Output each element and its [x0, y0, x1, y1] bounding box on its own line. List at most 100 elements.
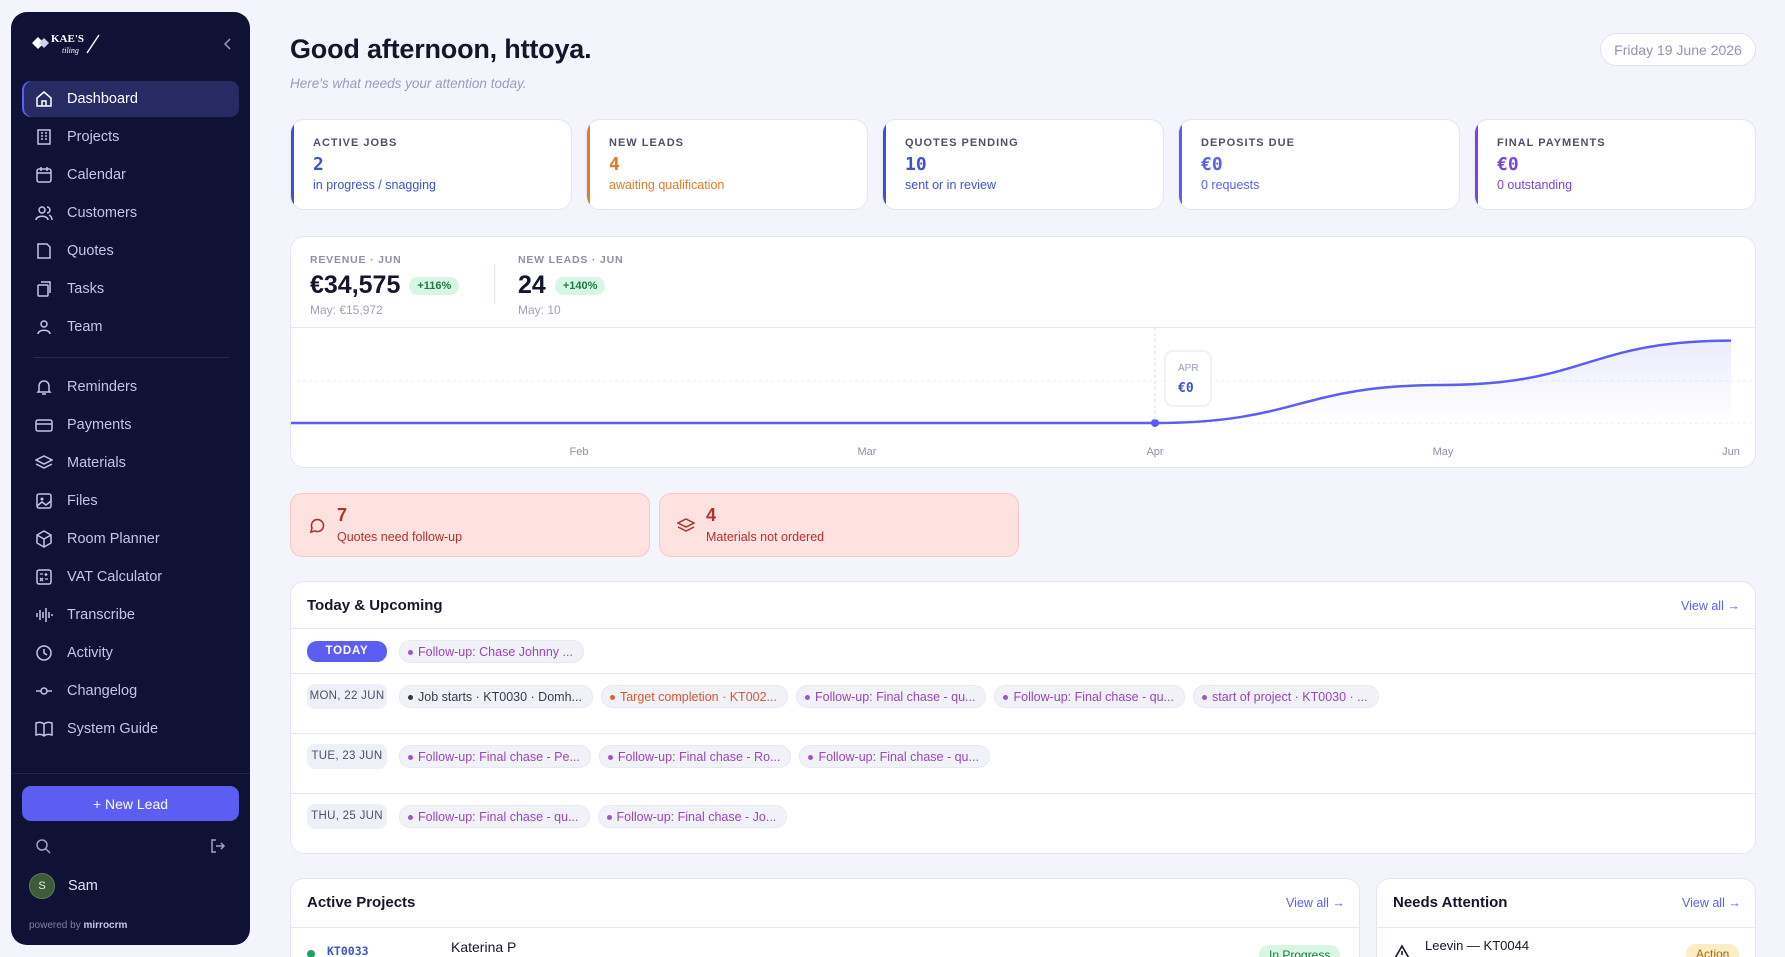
- logout-icon[interactable]: [207, 835, 229, 857]
- metric-divider: [494, 264, 495, 304]
- sidebar-item-label: Activity: [67, 645, 113, 661]
- revenue-chart-card: REVENUE · JUN €34,575 +116% May: €15,972…: [290, 236, 1756, 468]
- credit-card-icon: [35, 416, 53, 434]
- sidebar-item-reminders[interactable]: Reminders: [22, 369, 239, 405]
- list-item[interactable]: Leevin — KT0044 Action: [1377, 928, 1755, 957]
- stat-subtext: 0 outstanding: [1497, 178, 1573, 192]
- upcoming-row: THU, 25 JUN Follow-up: Final chase - qu..…: [291, 793, 1755, 853]
- event-chip[interactable]: Follow-up: Final chase - Pe...: [399, 745, 591, 768]
- event-chip[interactable]: Follow-up: Final chase - qu...: [399, 805, 590, 828]
- leads-metric: NEW LEADS · JUN 24 +140% May: 10: [518, 254, 623, 317]
- stat-card-final-payments[interactable]: FINAL PAYMENTS €0 0 outstanding: [1474, 119, 1756, 210]
- sidebar-item-calendar[interactable]: Calendar: [22, 157, 239, 193]
- stat-card-deposits-due[interactable]: DEPOSITS DUE €0 0 requests: [1178, 119, 1460, 210]
- table-row[interactable]: KT0033 Katerina P In Progress: [291, 928, 1359, 957]
- tooltip-box: [1164, 350, 1212, 407]
- calendar-icon: [35, 166, 53, 184]
- powered-by-brand: mirrocrm: [83, 920, 128, 931]
- stat-label: FINAL PAYMENTS: [1497, 137, 1606, 149]
- active-projects-card: Active Projects View all → KT0033 Kateri…: [290, 878, 1360, 957]
- sidebar-item-room-planner[interactable]: Room Planner: [22, 521, 239, 557]
- x-tick-label: Feb: [570, 446, 589, 458]
- sidebar-item-files[interactable]: Files: [22, 483, 239, 519]
- needs-attention-view-all-link[interactable]: View all →: [1682, 896, 1741, 910]
- user-name: Sam: [68, 878, 98, 894]
- card-divider: [1377, 927, 1755, 928]
- event-chip[interactable]: Follow-up: Final chase - Ro...: [598, 745, 792, 768]
- stat-label: QUOTES PENDING: [905, 137, 1019, 149]
- revenue-change-badge: +116%: [409, 276, 460, 295]
- sidebar-item-changelog[interactable]: Changelog: [22, 673, 239, 709]
- status-dot: [307, 950, 315, 957]
- sidebar-item-vat-calculator[interactable]: VAT Calculator: [22, 559, 239, 595]
- layers-icon: [676, 517, 697, 537]
- user-profile[interactable]: S Sam: [29, 873, 98, 899]
- event-chip[interactable]: Follow-up: Final chase - qu...: [795, 685, 987, 708]
- collapse-sidebar-button[interactable]: [216, 32, 240, 56]
- brand-logo[interactable]: KAE'S tiling: [29, 28, 103, 58]
- sidebar-item-transcribe[interactable]: Transcribe: [22, 597, 239, 633]
- sidebar-item-system-guide[interactable]: System Guide: [22, 711, 239, 747]
- stat-value: €0: [1201, 154, 1223, 175]
- active-projects-view-all-link[interactable]: View all →: [1286, 896, 1345, 910]
- sidebar-item-dashboard[interactable]: Dashboard: [22, 81, 239, 117]
- date-badge: Friday 19 June 2026: [1600, 33, 1756, 66]
- stat-label: DEPOSITS DUE: [1201, 137, 1295, 149]
- cube-icon: [35, 530, 53, 548]
- upcoming-view-all-link[interactable]: View all →: [1681, 599, 1740, 613]
- powered-by: powered by mirrocrm: [29, 920, 127, 931]
- page-subtitle: Here's what needs your attention today.: [290, 76, 527, 91]
- stat-value: €0: [1497, 154, 1519, 175]
- home-icon: [35, 90, 53, 108]
- event-chip[interactable]: Follow-up: Chase Johnny ...: [399, 640, 584, 663]
- event-chip[interactable]: Job starts · KT0030 · Domh...: [399, 685, 593, 708]
- data-point-apr[interactable]: [1151, 419, 1159, 427]
- stat-value: 10: [905, 154, 927, 175]
- tooltip-value: €0: [1178, 381, 1194, 396]
- bell-icon: [35, 378, 53, 396]
- event-chip[interactable]: Target completion · KT002...: [600, 685, 788, 708]
- sidebar-item-label: System Guide: [67, 721, 159, 737]
- sidebar-item-projects[interactable]: Projects: [22, 119, 239, 155]
- sidebar-item-label: Calendar: [67, 167, 126, 183]
- stat-subtext: in progress / snagging: [313, 178, 436, 192]
- revenue-area: [291, 340, 1731, 423]
- sidebar-item-activity[interactable]: Activity: [22, 635, 239, 671]
- sidebar-item-label: Materials: [67, 455, 126, 471]
- needs-attention-title: Needs Attention: [1393, 894, 1508, 911]
- event-chip[interactable]: Follow-up: Final chase - Jo...: [597, 805, 788, 828]
- new-lead-button[interactable]: + New Lead: [22, 786, 239, 821]
- sidebar-item-team[interactable]: Team: [22, 309, 239, 345]
- team-icon: [35, 318, 53, 336]
- x-tick-label: Mar: [858, 446, 877, 458]
- revenue-area-chart[interactable]: APR €0 Feb Mar Apr May Jun: [291, 327, 1756, 468]
- sidebar-item-tasks[interactable]: Tasks: [22, 271, 239, 307]
- alert-card-quotes-need-follow-up[interactable]: 7 Quotes need follow-up: [290, 493, 650, 557]
- sidebar: KAE'S tiling Dashboard Projects Calendar Cu…: [11, 12, 250, 945]
- leads-change-badge: +140%: [554, 276, 606, 295]
- svg-text:tiling: tiling: [62, 46, 79, 55]
- stat-card-new-leads[interactable]: NEW LEADS 4 awaiting qualification: [586, 119, 868, 210]
- stat-card-quotes-pending[interactable]: QUOTES PENDING 10 sent or in review: [882, 119, 1164, 210]
- sidebar-item-label: Team: [67, 319, 103, 335]
- search-icon[interactable]: [32, 835, 54, 857]
- avatar: S: [29, 873, 55, 899]
- sidebar-item-materials[interactable]: Materials: [22, 445, 239, 481]
- today-badge: TODAY: [307, 641, 387, 662]
- leads-label: NEW LEADS · JUN: [518, 254, 624, 266]
- sidebar-item-label: VAT Calculator: [67, 569, 163, 585]
- stat-card-active-jobs[interactable]: ACTIVE JOBS 2 in progress / snagging: [290, 119, 572, 210]
- sidebar-item-label: Quotes: [67, 243, 114, 259]
- sidebar-item-payments[interactable]: Payments: [22, 407, 239, 443]
- stat-label: ACTIVE JOBS: [313, 137, 398, 149]
- event-chip[interactable]: Follow-up: Final chase - qu...: [994, 685, 1185, 708]
- event-chip[interactable]: start of project · KT0030 · ...: [1192, 685, 1379, 708]
- event-chip[interactable]: Follow-up: Final chase - qu...: [799, 745, 990, 768]
- building-icon: [35, 128, 53, 146]
- sidebar-item-quotes[interactable]: Quotes: [22, 233, 239, 269]
- waveform-icon: [35, 606, 53, 624]
- attention-item-text: Leevin — KT0044: [1425, 938, 1530, 953]
- project-code[interactable]: KT0033: [327, 944, 369, 957]
- sidebar-item-customers[interactable]: Customers: [22, 195, 239, 231]
- alert-card-materials-not-ordered[interactable]: 4 Materials not ordered: [659, 493, 1019, 557]
